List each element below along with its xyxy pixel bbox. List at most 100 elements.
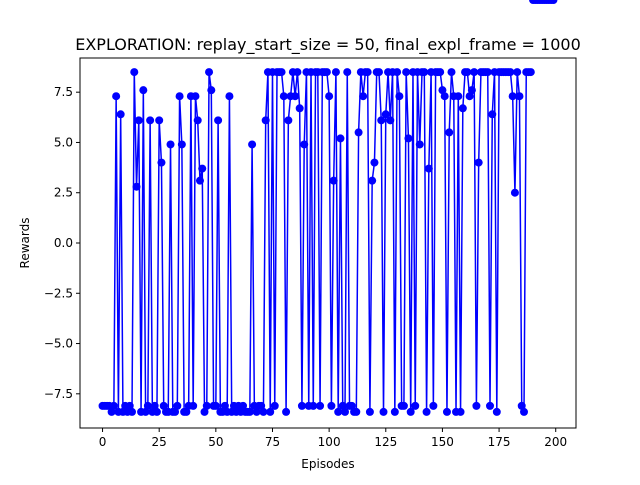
data-point <box>549 0 558 4</box>
data-point <box>404 134 413 143</box>
y-tick-label: 7.5 <box>54 85 73 99</box>
data-point <box>173 401 182 410</box>
y-tick-label: 2.5 <box>54 186 73 200</box>
data-point <box>166 140 175 149</box>
data-point <box>214 116 223 125</box>
data-point <box>141 407 150 416</box>
y-axis-ticks: −7.5 −5.0 −2.5 0.0 2.5 5.0 7.5 <box>44 85 80 401</box>
data-point <box>125 401 134 410</box>
data-point <box>300 140 309 149</box>
data-point <box>207 86 216 95</box>
data-point <box>245 407 254 416</box>
data-point <box>370 158 379 167</box>
x-tick-label: 25 <box>152 435 167 449</box>
data-point <box>474 158 483 167</box>
data-point <box>368 176 377 185</box>
data-point <box>463 68 472 77</box>
y-tick-label: −5.0 <box>44 337 73 351</box>
data-point <box>189 401 198 410</box>
data-point <box>155 116 164 125</box>
plot-frame <box>79 57 577 429</box>
data-point <box>150 401 159 410</box>
data-point <box>211 401 220 410</box>
data-point <box>447 68 456 77</box>
data-point <box>379 407 388 416</box>
data-point <box>329 176 338 185</box>
data-point <box>442 407 451 416</box>
data-point <box>322 68 331 77</box>
data-point <box>465 92 474 101</box>
data-point <box>295 104 304 113</box>
data-point <box>157 158 166 167</box>
data-point <box>415 140 424 149</box>
data-point <box>438 86 447 95</box>
data-point <box>146 116 155 125</box>
data-point <box>440 92 449 101</box>
data-point <box>456 407 465 416</box>
data-point <box>467 86 476 95</box>
data-point <box>132 182 141 191</box>
data-point <box>159 401 168 410</box>
data-point <box>257 401 266 410</box>
data-point <box>130 68 139 77</box>
data-point <box>340 407 349 416</box>
data-point <box>395 92 404 101</box>
data-point <box>279 92 288 101</box>
data-point <box>506 68 515 77</box>
data-point <box>193 116 202 125</box>
x-tick-label: 150 <box>431 435 454 449</box>
x-tick-label: 200 <box>544 435 567 449</box>
data-point <box>359 92 368 101</box>
data-point <box>492 407 501 416</box>
series-layer <box>98 0 558 416</box>
data-point <box>282 407 291 416</box>
data-point <box>225 92 234 101</box>
data-point <box>220 401 229 410</box>
data-point <box>325 92 334 101</box>
x-tick-label: 125 <box>374 435 397 449</box>
x-tick-label: 0 <box>99 435 107 449</box>
data-point <box>182 407 191 416</box>
data-point <box>205 68 214 77</box>
data-point <box>510 188 519 197</box>
data-point <box>483 68 492 77</box>
data-point <box>270 401 279 410</box>
data-point <box>112 92 121 101</box>
data-point <box>411 401 420 410</box>
data-point <box>399 401 408 410</box>
data-point <box>422 407 431 416</box>
plot-area <box>80 58 576 428</box>
x-tick-label: 50 <box>208 435 223 449</box>
data-point <box>248 140 257 149</box>
data-point <box>139 86 148 95</box>
data-point <box>259 407 268 416</box>
data-point <box>202 401 211 410</box>
data-point <box>472 401 481 410</box>
data-point <box>334 407 343 416</box>
data-point <box>454 92 463 101</box>
data-point <box>316 401 325 410</box>
data-point <box>488 110 497 119</box>
data-point <box>424 164 433 173</box>
data-point <box>152 407 161 416</box>
y-axis-label: Rewards <box>18 218 32 269</box>
data-point <box>239 401 248 410</box>
data-point <box>508 92 517 101</box>
data-point <box>347 401 356 410</box>
data-point <box>390 407 399 416</box>
data-point <box>291 92 300 101</box>
data-point <box>327 401 336 410</box>
data-point <box>436 68 445 77</box>
data-point <box>195 176 204 185</box>
chart-title: EXPLORATION: replay_start_size = 50, fin… <box>75 35 581 55</box>
data-point <box>293 68 302 77</box>
data-point <box>284 116 293 125</box>
data-point <box>352 407 361 416</box>
data-point <box>261 116 270 125</box>
data-point <box>128 407 136 416</box>
y-tick-label: 0.0 <box>54 236 73 250</box>
x-axis-ticks: 0 25 50 75 100 125 150 175 200 <box>99 428 567 449</box>
data-point <box>191 92 200 101</box>
